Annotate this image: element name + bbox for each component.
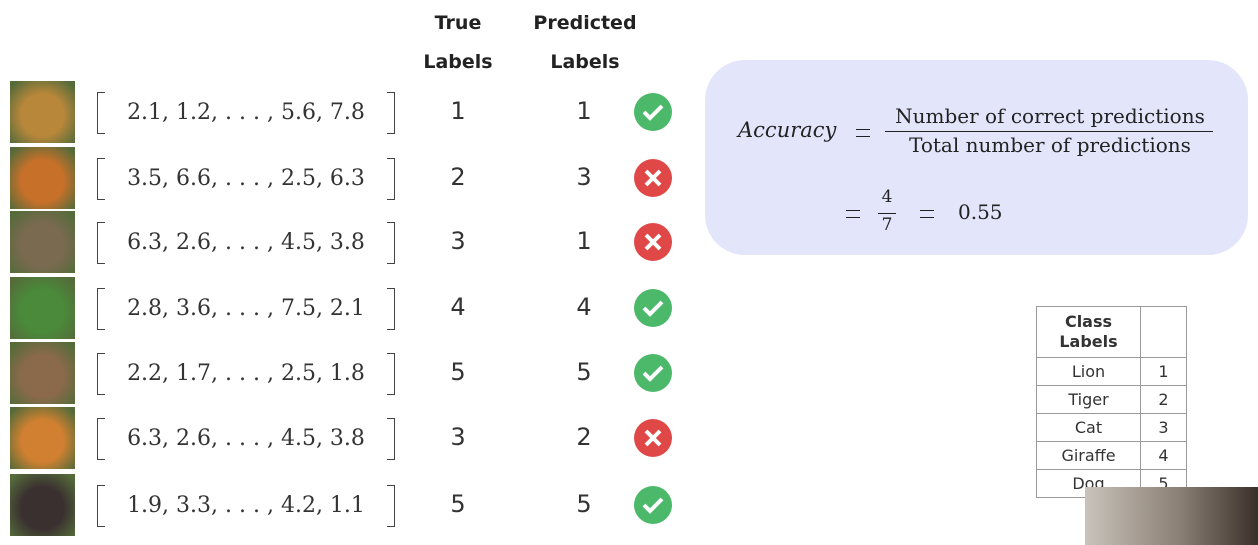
check-icon [634,93,672,131]
correct-icon [634,486,672,524]
header-cell: Class Labels [1037,307,1141,358]
denominator: Total number of predictions [885,133,1215,157]
table-header: Class Labels [1037,307,1187,358]
check-icon [634,486,672,524]
predicted-label: 1 [554,97,614,125]
fraction-bar [885,131,1213,132]
column-header: Predicted Labels [530,4,640,82]
class-name: Giraffe [1037,442,1141,470]
correct-icon [634,93,672,131]
numerator: Number of correct predictions [885,104,1215,128]
incorrect-icon [634,159,672,197]
fraction-bar [878,213,896,214]
feature-vector: 6.3, 2.6, . . . , 4.5, 3.8 [97,222,395,262]
feature-vector: 3.5, 6.6, . . . , 2.5, 6.3 [97,158,395,198]
numerator: 4 [877,187,897,207]
true-label: 4 [428,293,488,321]
true-label: 2 [428,163,488,191]
class-name: Tiger [1037,386,1141,414]
feature-vector: 2.1, 1.2, . . . , 5.6, 7.8 [97,92,395,132]
animal-image [10,81,75,143]
class-id: 1 [1141,358,1187,386]
equals-sign [856,129,870,137]
slide: True Labels Predicted Labels 2.1, 1.2, .… [0,0,1258,545]
class-name: Cat [1037,414,1141,442]
predicted-label: 5 [554,490,614,518]
correct-icon [634,289,672,327]
class-id: 2 [1141,386,1187,414]
equals-sign [846,210,860,218]
predicted-label: 1 [554,227,614,255]
correct-icon [634,354,672,392]
equals-sign [920,210,934,218]
cross-icon [634,159,672,197]
feature-vector: 2.8, 3.6, . . . , 7.5, 2.1 [97,288,395,328]
true-label: 3 [428,423,488,451]
incorrect-icon [634,223,672,261]
animal-image [10,474,75,536]
class-id: 3 [1141,414,1187,442]
cross-icon [634,419,672,457]
accuracy-box: Accuracy Number of correct predictions T… [705,60,1248,255]
true-label: 3 [428,227,488,255]
cross-icon [634,223,672,261]
true-label: 1 [428,97,488,125]
webcam-overlay [1085,487,1258,545]
true-label: 5 [428,490,488,518]
predicted-label: 5 [554,358,614,386]
feature-vector: 2.2, 1.7, . . . , 2.5, 1.8 [97,353,395,393]
denominator: 7 [877,215,897,235]
predicted-label: 2 [554,423,614,451]
class-id: 4 [1141,442,1187,470]
animal-image [10,147,75,209]
incorrect-icon [634,419,672,457]
feature-vector: 1.9, 3.3, . . . , 4.2, 1.1 [97,485,395,525]
check-icon [634,289,672,327]
true-label: 5 [428,358,488,386]
predicted-label: 4 [554,293,614,321]
animal-image [10,342,75,404]
animal-image [10,277,75,339]
predicted-label: 3 [554,163,614,191]
column-header: True Labels [408,4,508,82]
feature-vector: 6.3, 2.6, . . . , 4.5, 3.8 [97,418,395,458]
check-icon [634,354,672,392]
animal-image [10,211,75,273]
animal-image [10,407,75,469]
accuracy-result: 0.55 [958,200,1003,224]
accuracy-label: Accuracy [738,118,836,142]
class-name: Lion [1037,358,1141,386]
header-cell [1141,307,1187,358]
